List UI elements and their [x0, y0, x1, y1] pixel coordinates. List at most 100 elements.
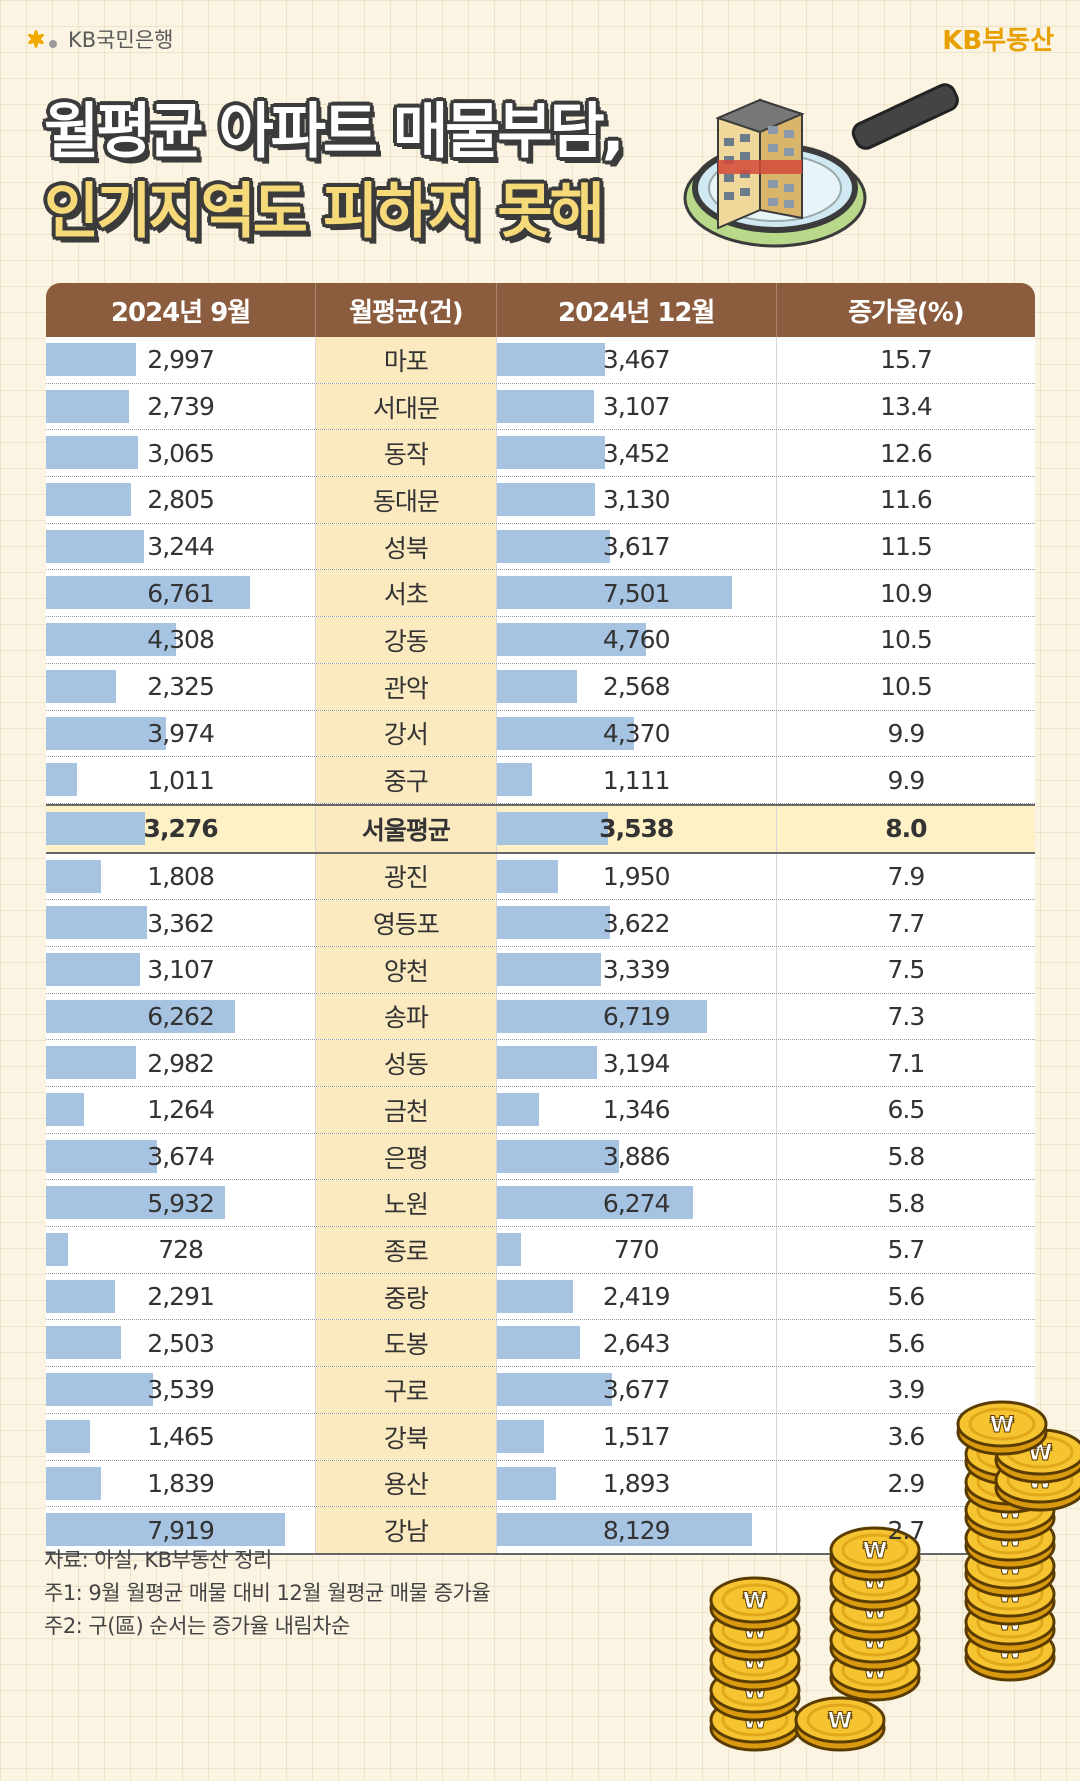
bar [496, 1373, 612, 1407]
district-cell: 금천 [316, 1087, 497, 1133]
district-cell: 서울평균 [316, 805, 497, 852]
sep-cell-value: 6,262 [147, 1001, 215, 1031]
table-row: 1,839 용산 1,893 2.9 [46, 1460, 1035, 1508]
district-cell-value: 금천 [383, 1096, 429, 1126]
bar [46, 1466, 102, 1500]
table-row: 3,974 강서 4,370 9.9 [46, 710, 1035, 758]
dec-cell-value: 3,538 [599, 814, 674, 844]
dec-cell-value: 2,643 [602, 1328, 671, 1358]
rate-cell: 10.9 [777, 570, 1035, 616]
table-row: 2,325 관악 2,568 10.5 [46, 663, 1035, 711]
district-cell-value: 송파 [383, 1003, 429, 1033]
district-cell: 강서 [316, 710, 497, 757]
sep-cell: 6,262 [46, 993, 317, 1040]
bar [46, 811, 145, 845]
rate-cell: 11.5 [777, 524, 1035, 570]
bar [46, 1279, 115, 1313]
dec-cell-value: 1,111 [602, 765, 671, 795]
sep-cell: 3,276 [46, 805, 317, 852]
rate-cell: 2.9 [777, 1461, 1035, 1507]
table-row: 2,997 마포 3,467 15.7 [46, 337, 1035, 384]
sep-cell-value: 3,276 [143, 814, 219, 844]
bar [496, 716, 634, 750]
title-line-1: 월평균 아파트 매물부담, [44, 97, 625, 167]
table-row: 728 종로 770 5.7 [46, 1227, 1035, 1274]
sep-cell: 1,808 [46, 853, 317, 900]
header-rate: 증가율(%) [848, 297, 965, 328]
rate-cell: 7.1 [777, 1040, 1035, 1086]
dec-cell: 2,568 [496, 663, 777, 710]
note-2: 주2: 구(區) 순서는 증가율 내림차순 [44, 1614, 350, 1638]
bar [46, 1373, 153, 1407]
district-cell: 도봉 [316, 1320, 497, 1367]
district-cell: 용산 [316, 1460, 497, 1507]
bar [46, 1046, 136, 1080]
rate-cell: 7.7 [777, 900, 1035, 946]
sep-cell: 5,932 [46, 1180, 317, 1227]
rate-cell-value: 9.9 [887, 718, 926, 748]
bar [496, 669, 578, 703]
bar [496, 623, 646, 657]
bar [46, 1093, 85, 1126]
table-row: 6,262 송파 6,719 7.3 [46, 993, 1035, 1041]
dec-cell: 3,467 [496, 337, 777, 383]
district-cell-value: 성북 [383, 533, 429, 563]
district-cell: 은평 [316, 1133, 497, 1180]
bar [46, 669, 117, 703]
sep-cell-value: 1,011 [147, 765, 215, 795]
dec-cell: 7,501 [496, 570, 777, 617]
bar [46, 763, 77, 797]
district-cell-value: 중랑 [383, 1283, 429, 1313]
bar [46, 576, 250, 610]
sep-cell-value: 3,674 [147, 1142, 215, 1172]
bar [496, 483, 595, 517]
district-cell: 서대문 [316, 383, 497, 430]
district-cell: 노원 [316, 1180, 497, 1227]
magnifier-apartment-icon [683, 83, 959, 248]
sep-cell: 3,244 [46, 523, 317, 570]
rate-cell-value: 11.6 [880, 485, 933, 515]
sep-cell: 3,362 [46, 900, 317, 946]
table-header: 2024년 9월 월평균(건) 2024년 12월 증가율(%) [46, 283, 1035, 337]
district-cell-value: 강북 [383, 1423, 429, 1453]
rate-cell-value: 12.6 [880, 438, 933, 468]
sep-cell-value: 3,107 [147, 955, 215, 985]
bar [496, 576, 732, 610]
district-cell-value: 노원 [383, 1190, 429, 1220]
rate-cell: 12.6 [777, 430, 1035, 476]
rate-cell: 10.5 [777, 664, 1035, 710]
sep-cell-value: 728 [158, 1235, 204, 1265]
sep-cell: 2,982 [46, 1040, 317, 1086]
dec-cell: 1,950 [496, 853, 777, 900]
dec-cell-value: 4,760 [602, 625, 671, 655]
dec-cell: 1,346 [496, 1087, 777, 1133]
dec-cell-value: 3,467 [602, 345, 671, 375]
bar [46, 906, 148, 940]
sep-cell: 1,839 [46, 1460, 317, 1507]
bar [496, 763, 532, 797]
table-row: 2,503 도봉 2,643 5.6 [46, 1320, 1035, 1368]
district-cell-value: 구로 [383, 1376, 429, 1406]
dec-cell-value: 3,107 [602, 392, 671, 422]
district-cell: 송파 [316, 993, 497, 1040]
sep-cell: 1,011 [46, 757, 317, 803]
bar [46, 1139, 157, 1173]
bar [46, 1326, 122, 1360]
rate-cell: 5.6 [777, 1274, 1035, 1320]
dec-cell-value: 1,346 [602, 1095, 671, 1125]
kb-star-icon [28, 30, 57, 48]
district-cell: 중랑 [316, 1273, 497, 1320]
district-cell: 영등포 [316, 900, 497, 946]
bar [496, 1279, 573, 1313]
dec-cell-value: 3,617 [602, 532, 671, 562]
dec-cell: 3,107 [496, 383, 777, 430]
district-cell: 종로 [316, 1227, 497, 1273]
bar [496, 1466, 557, 1500]
sep-cell-value: 7,919 [147, 1515, 215, 1545]
bar [496, 1326, 580, 1360]
sep-cell: 3,974 [46, 710, 317, 757]
dec-cell-value: 2,568 [602, 672, 671, 702]
rate-cell: 13.4 [777, 384, 1035, 430]
rate-cell: 7.3 [777, 994, 1035, 1040]
rate-cell: 5.8 [777, 1180, 1035, 1226]
